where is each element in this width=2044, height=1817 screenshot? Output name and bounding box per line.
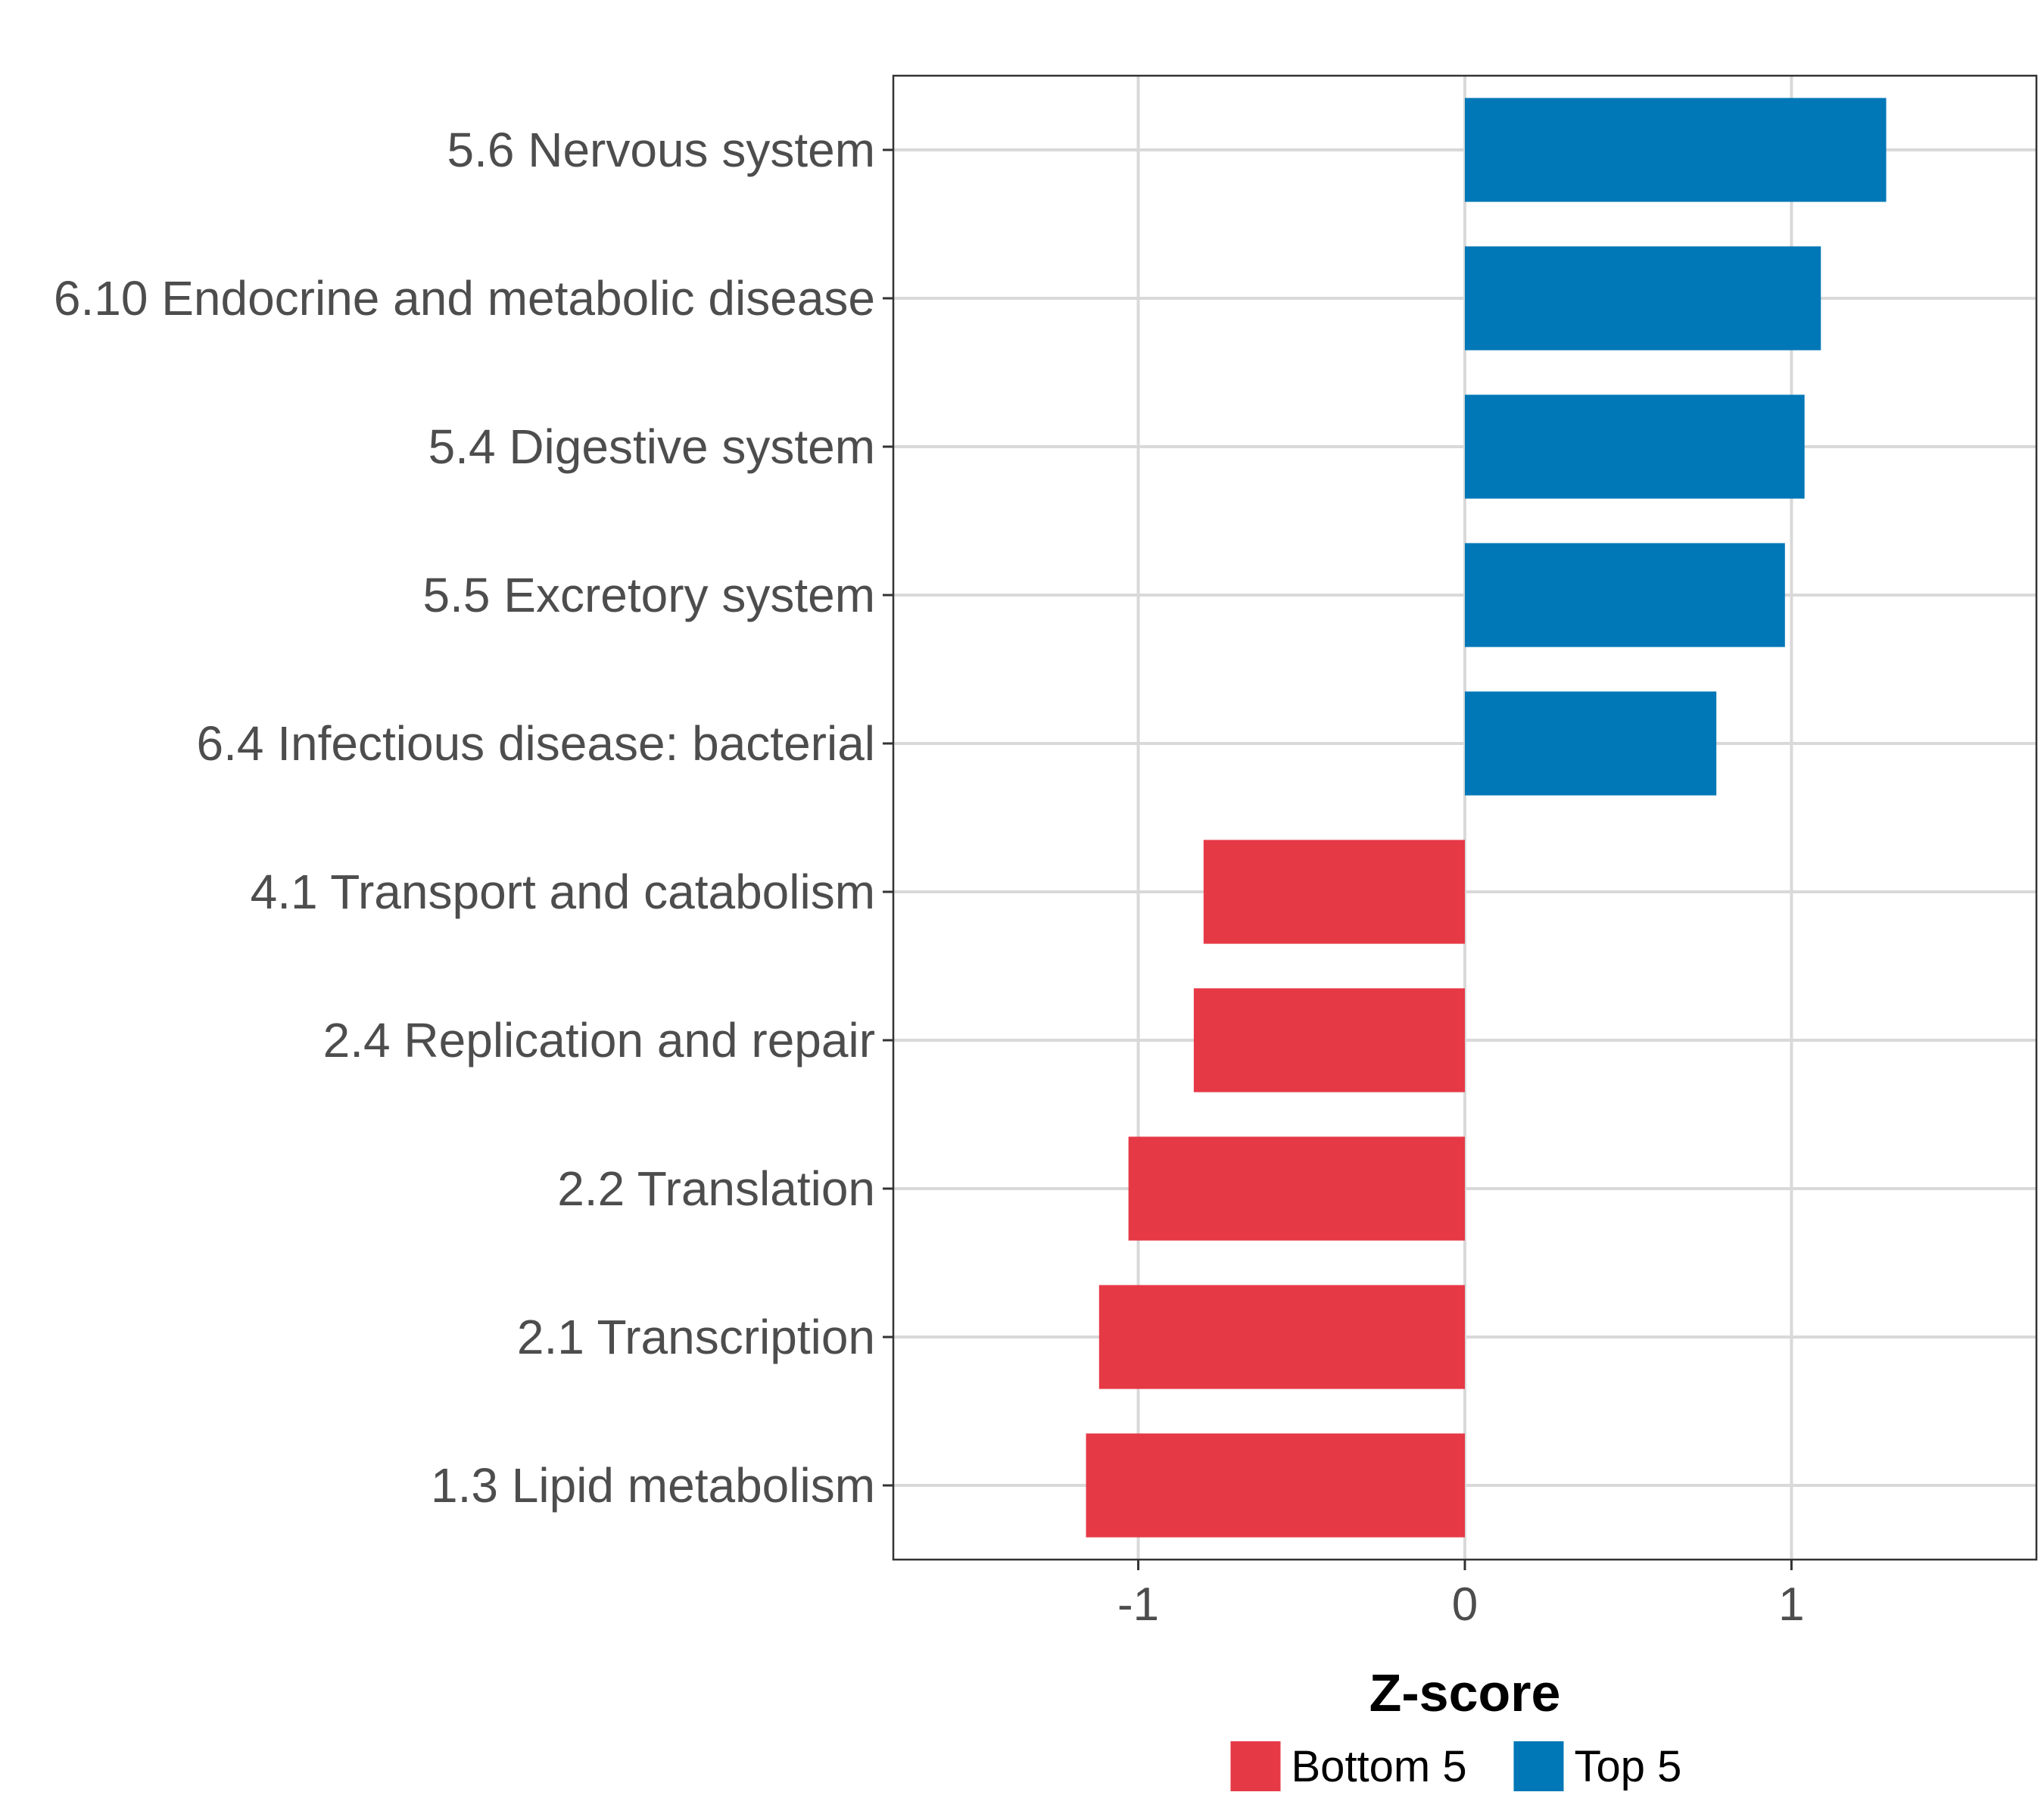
x-tick-label-1: 0	[1452, 1579, 1478, 1631]
bars	[1086, 98, 1887, 1538]
legend-label-1: Top 5	[1575, 1742, 1682, 1791]
category-label-7: 2.2 Translation	[557, 1161, 875, 1216]
bar-0	[1465, 98, 1887, 202]
x-axis-title: Z-score	[1369, 1663, 1561, 1722]
category-label-0: 5.6 Nervous system	[447, 123, 875, 177]
category-label-4: 6.4 Infectious disease: bacterial	[196, 716, 875, 771]
category-label-3: 5.5 Excretory system	[423, 568, 876, 622]
bar-2	[1465, 394, 1805, 499]
bar-1	[1465, 246, 1821, 351]
bar-9	[1086, 1433, 1465, 1538]
legend-swatch-0	[1230, 1741, 1281, 1791]
category-label-2: 5.4 Digestive system	[428, 419, 875, 474]
bar-6	[1193, 988, 1465, 1092]
category-label-8: 2.1 Transcription	[517, 1310, 875, 1364]
legend: Bottom 5 Top 5	[1230, 1741, 1682, 1791]
legend-swatch-1	[1513, 1741, 1564, 1791]
category-label-1: 6.10 Endocrine and metabolic disease	[54, 271, 875, 326]
category-label-9: 1.3 Lipid metabolism	[431, 1458, 875, 1513]
category-label-5: 4.1 Transport and catabolism	[251, 865, 875, 919]
bar-7	[1128, 1136, 1465, 1241]
bar-8	[1098, 1285, 1465, 1389]
category-label-6: 2.4 Replication and repair	[323, 1013, 875, 1067]
legend-label-0: Bottom 5	[1292, 1742, 1467, 1791]
x-tick-label-0: -1	[1117, 1579, 1159, 1631]
axis-ticks	[883, 148, 1793, 1570]
x-tick-label-2: 1	[1778, 1579, 1804, 1631]
axis-labels: 5.6 Nervous system 6.10 Endocrine and met…	[54, 123, 1805, 1631]
bar-4	[1465, 691, 1717, 796]
bar-3	[1465, 543, 1785, 647]
bar-5	[1203, 840, 1465, 944]
